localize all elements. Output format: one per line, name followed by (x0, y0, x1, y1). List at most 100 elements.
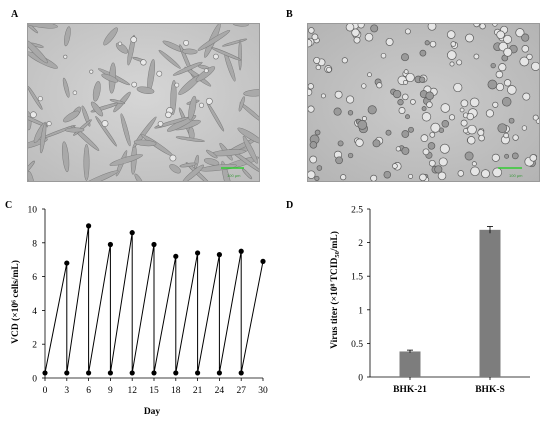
suspension-cell (466, 112, 474, 121)
adherent-cell (238, 40, 242, 71)
adherent-cell (243, 89, 259, 97)
suspension-cell (427, 24, 437, 31)
chart-c-x-axis-label: Day (144, 407, 161, 417)
adherent-cell (28, 160, 35, 177)
chart-d-y-tick-label: 0 (358, 374, 363, 384)
suspension-cell (529, 154, 538, 162)
suspension-cell (495, 70, 504, 79)
suspension-cell (512, 134, 519, 141)
adherent-cell (83, 143, 90, 181)
round-cell (165, 111, 172, 119)
suspension-cell (376, 82, 383, 89)
chart-d-bar (399, 351, 421, 377)
suspension-cell (532, 114, 539, 121)
suspension-cell (308, 88, 313, 96)
chart-c-x-tick-label: 9 (108, 386, 113, 396)
adherent-cell (242, 135, 258, 164)
chart-c-x-tick-label: 15 (149, 386, 159, 396)
suspension-cell (491, 153, 500, 162)
chart-c-data-point (260, 258, 266, 264)
chart-d-y-tick-label: 2 (358, 239, 363, 249)
suspension-cell (357, 120, 368, 130)
chart-c-x-tick-label: 27 (236, 386, 246, 396)
adherent-cell (64, 26, 71, 47)
suspension-cell (492, 167, 503, 178)
round-cell (183, 39, 189, 46)
suspension-cell (427, 142, 436, 150)
suspension-cell (447, 50, 457, 60)
chart-d-y-tick-label: 1 (358, 306, 363, 316)
suspension-cell (308, 170, 316, 179)
suspension-cell (401, 146, 410, 155)
chart-c-data-point (64, 370, 70, 376)
suspension-cell (405, 114, 410, 120)
suspension-cell (314, 175, 320, 181)
suspension-cell (335, 156, 343, 165)
suspension-cell (449, 61, 455, 67)
chart-c-data-point (216, 370, 222, 376)
micrograph-a-image (28, 24, 259, 181)
suspension-cell (408, 126, 414, 133)
adherent-cell (63, 110, 80, 123)
suspension-cell (521, 45, 530, 53)
suspension-cell (311, 33, 319, 41)
round-cell (37, 96, 43, 102)
suspension-cell (334, 90, 343, 99)
scale-label-a: 100 µm (227, 173, 241, 178)
suspension-cell (521, 33, 530, 42)
suspension-cell (479, 24, 486, 30)
suspension-cell (309, 155, 318, 164)
adherent-cell (62, 77, 70, 98)
suspension-cell (333, 107, 342, 116)
suspension-cell (316, 165, 323, 171)
suspension-cell (441, 120, 450, 128)
suspension-cell (405, 72, 415, 83)
suspension-cell (347, 152, 354, 159)
suspension-cell (465, 33, 474, 43)
suspension-cell (478, 134, 485, 142)
suspension-cell (404, 28, 411, 35)
suspension-cell (515, 28, 525, 38)
adherent-cell (195, 66, 216, 82)
adherent-cell (28, 171, 35, 181)
panel-letter-b: B (286, 9, 293, 20)
suspension-cell (460, 119, 468, 127)
suspension-cell (495, 82, 505, 92)
chart-c-data-point (86, 370, 92, 376)
adherent-cell (95, 115, 117, 147)
round-cell (140, 59, 147, 66)
suspension-cell (383, 170, 392, 179)
suspension-cell (419, 49, 427, 57)
suspension-cell (467, 124, 477, 135)
round-cell (204, 68, 209, 74)
adherent-cell (238, 96, 245, 112)
suspension-cell (503, 47, 513, 57)
suspension-cell (395, 146, 401, 152)
adherent-cell (179, 162, 197, 168)
adherent-cell (237, 127, 259, 144)
suspension-cell (408, 173, 414, 179)
suspension-cell (487, 79, 498, 90)
adherent-cell (169, 164, 181, 174)
suspension-cell (453, 82, 463, 93)
chart-c-data-point (216, 252, 222, 258)
chart-d-y-tick-label: 2.5 (351, 206, 363, 216)
chart-c-x-tick-label: 3 (64, 386, 69, 396)
suspension-cell (503, 132, 509, 139)
chart-c-data-point (195, 370, 201, 376)
suspension-cell (340, 174, 347, 181)
round-cell (157, 121, 164, 127)
suspension-cell (337, 140, 344, 147)
adherent-cell (175, 136, 205, 142)
adherent-cell (211, 47, 242, 61)
suspension-cell (315, 64, 321, 71)
chart-c-data-point (173, 370, 179, 376)
round-cell (46, 121, 52, 127)
chart-c-data-point (151, 241, 157, 248)
suspension-cell (440, 103, 451, 113)
round-cell (89, 69, 94, 74)
adherent-cell (188, 95, 197, 121)
suspension-cell (345, 24, 355, 32)
suspension-cell (457, 170, 465, 177)
